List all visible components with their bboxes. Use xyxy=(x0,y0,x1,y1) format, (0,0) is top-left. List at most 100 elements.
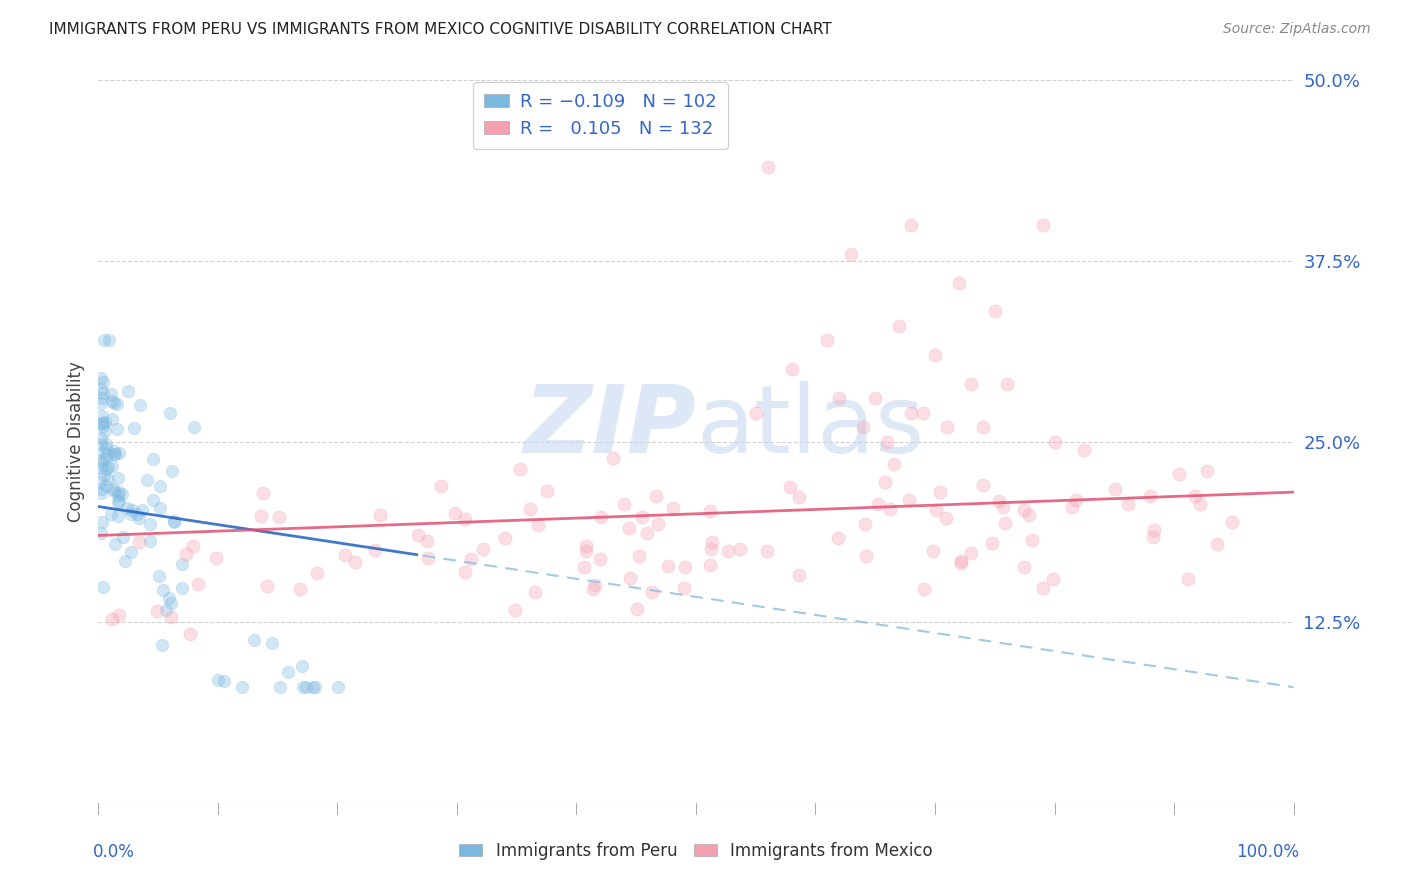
Text: IMMIGRANTS FROM PERU VS IMMIGRANTS FROM MEXICO COGNITIVE DISABILITY CORRELATION : IMMIGRANTS FROM PERU VS IMMIGRANTS FROM … xyxy=(49,22,832,37)
Point xyxy=(172,558,194,572)
Point xyxy=(231,680,253,694)
Text: Source: ZipAtlas.com: Source: ZipAtlas.com xyxy=(1223,22,1371,37)
Point xyxy=(1139,489,1161,503)
Point xyxy=(103,483,125,498)
Point xyxy=(91,419,114,434)
Point xyxy=(889,318,911,333)
Point xyxy=(105,422,128,436)
Point xyxy=(121,503,143,517)
Point xyxy=(613,497,636,511)
Point xyxy=(1014,502,1036,516)
Point xyxy=(912,582,935,597)
Point xyxy=(1184,490,1206,504)
Point xyxy=(94,441,117,455)
Point xyxy=(179,627,201,641)
Point xyxy=(100,508,122,522)
Point xyxy=(1018,508,1040,523)
Point xyxy=(90,437,112,451)
Point xyxy=(90,382,112,396)
Point xyxy=(90,370,112,384)
Point xyxy=(90,526,112,541)
Point xyxy=(509,462,531,476)
Point xyxy=(454,512,477,526)
Point xyxy=(107,487,129,501)
Point xyxy=(256,579,278,593)
Point xyxy=(645,489,668,503)
Point xyxy=(125,508,148,522)
Point xyxy=(139,516,162,531)
Point xyxy=(269,680,291,694)
Point xyxy=(1012,560,1035,574)
Point xyxy=(91,445,114,459)
Point xyxy=(107,608,129,623)
Point xyxy=(922,544,945,558)
Point xyxy=(865,391,887,405)
Point xyxy=(853,517,876,532)
Point xyxy=(673,560,696,574)
Point xyxy=(583,578,606,592)
Point xyxy=(828,391,851,405)
Point xyxy=(90,431,112,445)
Point xyxy=(122,421,145,435)
Point xyxy=(1167,467,1189,481)
Point xyxy=(160,610,183,624)
Point xyxy=(307,566,329,580)
Point xyxy=(408,527,430,541)
Point xyxy=(90,461,112,475)
Point xyxy=(152,583,174,598)
Point xyxy=(90,482,112,496)
Point xyxy=(1042,572,1064,586)
Point xyxy=(1189,498,1212,512)
Point xyxy=(1032,581,1054,595)
Point xyxy=(157,591,180,605)
Point xyxy=(984,304,1007,318)
Point xyxy=(672,581,695,595)
Point xyxy=(97,334,120,348)
Point xyxy=(100,411,122,425)
Point xyxy=(107,471,129,485)
Point xyxy=(93,467,115,482)
Point xyxy=(174,548,197,562)
Point xyxy=(876,434,898,449)
Point xyxy=(779,480,801,494)
Point xyxy=(430,479,453,493)
Point xyxy=(1073,442,1095,457)
Point xyxy=(108,494,131,508)
Point xyxy=(90,486,112,500)
Point xyxy=(91,391,114,405)
Point xyxy=(935,511,957,525)
Point xyxy=(149,479,172,493)
Point xyxy=(100,393,122,408)
Point xyxy=(97,460,120,475)
Point xyxy=(160,464,183,478)
Point xyxy=(1032,218,1054,232)
Point xyxy=(1222,515,1244,529)
Point xyxy=(335,548,357,562)
Point xyxy=(148,569,170,583)
Point xyxy=(149,501,172,516)
Point xyxy=(91,386,114,401)
Point xyxy=(91,516,114,530)
Point xyxy=(936,420,959,434)
Point xyxy=(105,397,128,411)
Point xyxy=(494,531,516,545)
Point xyxy=(1043,434,1066,449)
Point xyxy=(728,541,751,556)
Point xyxy=(1118,497,1140,511)
Point xyxy=(950,554,973,568)
Point xyxy=(526,518,548,533)
Point xyxy=(90,409,112,423)
Point xyxy=(444,506,467,520)
Point xyxy=(103,444,125,458)
Point xyxy=(269,509,291,524)
Point xyxy=(1206,537,1229,551)
Point xyxy=(90,475,112,489)
Point xyxy=(627,549,650,563)
Point xyxy=(879,501,901,516)
Point xyxy=(104,447,127,461)
Point xyxy=(96,437,118,451)
Point xyxy=(827,532,849,546)
Point xyxy=(115,501,138,516)
Point xyxy=(277,665,299,679)
Point xyxy=(630,510,652,524)
